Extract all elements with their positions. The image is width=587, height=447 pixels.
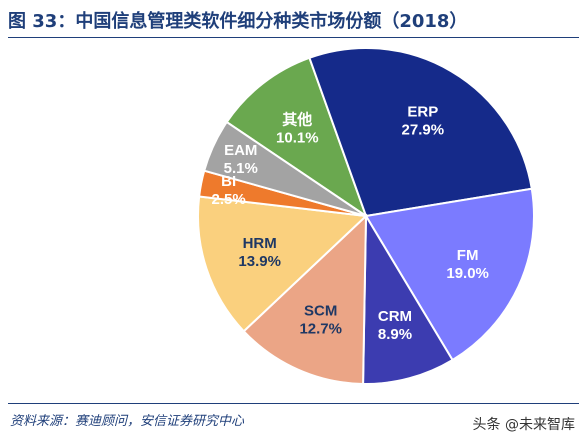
pie-slice-eam-6 (203, 120, 367, 217)
pie-slice-erp-0 (308, 47, 533, 218)
slice-value-label-7: 10.1% (276, 130, 319, 147)
slice-name-label-0: ERP (407, 103, 438, 120)
pie-slice-scm-3 (242, 213, 368, 385)
slice-value-label-2: 8.9% (378, 326, 412, 343)
slice-value-label-0: 27.9% (402, 121, 445, 138)
source-note: 资料来源：赛迪顾问，安信证券研究中心 (10, 414, 245, 429)
slice-value-label-3: 12.7% (299, 320, 342, 337)
watermark-text: 头条 @未来智库 (472, 417, 575, 433)
pie-slice-other-7 (225, 56, 368, 219)
pie-slices (197, 47, 535, 385)
slice-name-label-1: FM (457, 247, 479, 264)
pie-slice-crm-2 (362, 212, 454, 385)
slice-name-label-5: BI (221, 173, 236, 190)
pie-slice-hrm-4 (197, 195, 369, 333)
slice-name-label-7: 其他 (282, 111, 312, 129)
title-divider (8, 37, 579, 38)
slice-name-label-2: CRM (378, 308, 412, 325)
slice-value-label-4: 13.9% (238, 253, 281, 270)
pie-slice-fm-1 (364, 187, 535, 362)
slice-value-label-5: 2.5% (212, 191, 246, 208)
slice-value-label-6: 5.1% (224, 160, 258, 177)
slice-value-label-1: 19.0% (446, 265, 489, 282)
footer-divider (8, 403, 579, 404)
slice-name-label-3: SCM (304, 302, 337, 319)
slice-name-label-6: EAM (224, 142, 257, 159)
slice-name-label-4: HRM (243, 235, 277, 252)
chart-title: 图 33：中国信息管理类软件细分种类市场份额（2018） (8, 11, 468, 32)
